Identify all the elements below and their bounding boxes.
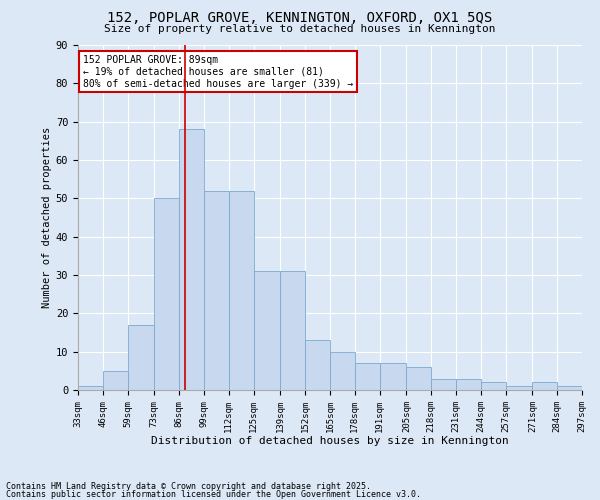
Y-axis label: Number of detached properties: Number of detached properties	[41, 127, 52, 308]
Text: Contains public sector information licensed under the Open Government Licence v3: Contains public sector information licen…	[6, 490, 421, 499]
Bar	[280, 271, 305, 390]
Bar	[78, 386, 103, 390]
Bar	[154, 198, 179, 390]
Bar	[456, 378, 481, 390]
Bar	[532, 382, 557, 390]
X-axis label: Distribution of detached houses by size in Kennington: Distribution of detached houses by size …	[151, 436, 509, 446]
Text: Size of property relative to detached houses in Kennington: Size of property relative to detached ho…	[104, 24, 496, 34]
Bar	[229, 190, 254, 390]
Text: 152, POPLAR GROVE, KENNINGTON, OXFORD, OX1 5QS: 152, POPLAR GROVE, KENNINGTON, OXFORD, O…	[107, 11, 493, 25]
Bar	[557, 386, 582, 390]
Bar	[204, 190, 229, 390]
Bar	[481, 382, 506, 390]
Bar	[406, 367, 431, 390]
Bar	[330, 352, 355, 390]
Text: 152 POPLAR GROVE: 89sqm
← 19% of detached houses are smaller (81)
80% of semi-de: 152 POPLAR GROVE: 89sqm ← 19% of detache…	[83, 56, 353, 88]
Text: Contains HM Land Registry data © Crown copyright and database right 2025.: Contains HM Land Registry data © Crown c…	[6, 482, 371, 491]
Bar	[103, 371, 128, 390]
Bar	[179, 130, 204, 390]
Bar	[506, 386, 532, 390]
Bar	[305, 340, 330, 390]
Bar	[128, 325, 154, 390]
Bar	[355, 363, 380, 390]
Bar	[254, 271, 280, 390]
Bar	[380, 363, 406, 390]
Bar	[431, 378, 456, 390]
